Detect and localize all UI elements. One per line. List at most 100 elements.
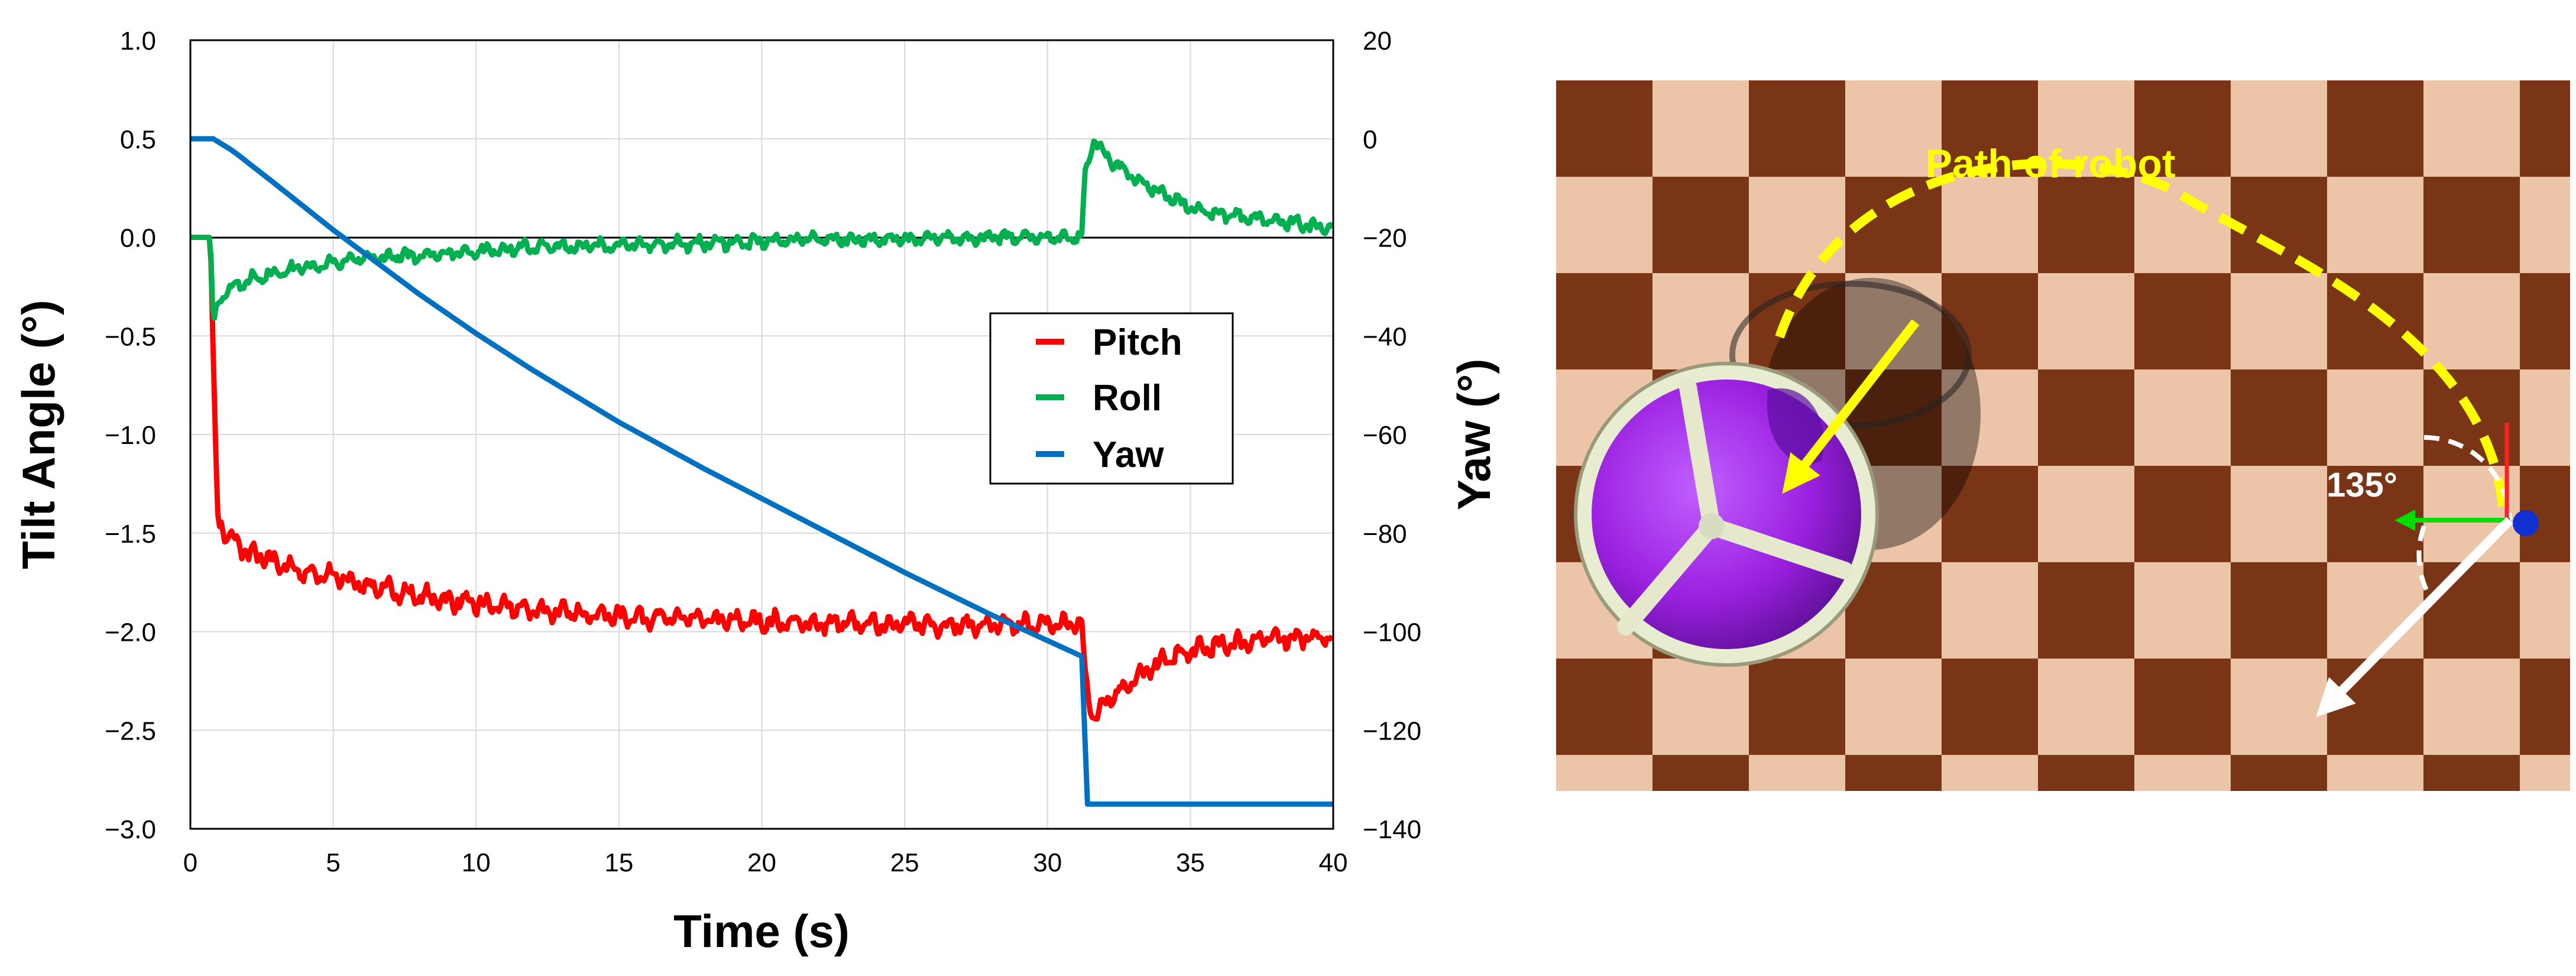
robot-hub <box>1699 513 1725 539</box>
board-square <box>1556 80 1653 177</box>
board-square <box>2423 177 2520 274</box>
legend: Pitch Roll Yaw <box>989 312 1234 485</box>
board-square <box>2231 466 2328 563</box>
board-square <box>1652 659 1749 755</box>
board-square <box>2520 755 2570 791</box>
board-square <box>2327 369 2424 466</box>
board-square <box>2327 659 2424 755</box>
board-square <box>1749 659 1846 755</box>
board-square <box>2423 273 2520 370</box>
x-axis-ticks: 0 5 10 15 20 25 30 35 40 <box>183 848 1348 877</box>
y2-tick-label: −140 <box>1363 815 1421 844</box>
y-tick-label: −2.5 <box>105 716 156 745</box>
legend-entry-pitch: Pitch <box>1036 322 1182 363</box>
y-axis-title: Tilt Angle (°) <box>12 300 64 569</box>
x-tick-label: 5 <box>326 848 340 877</box>
board-square <box>1942 659 2039 755</box>
y2-tick-label: −80 <box>1363 520 1407 549</box>
x-tick-label: 30 <box>1033 848 1062 877</box>
chart: 0 5 10 15 20 25 30 35 40 1.0 0.5 0.0 −0.5 −1.0 −1.5 −2… <box>12 27 1500 957</box>
spherical-robot <box>1574 362 1879 667</box>
board-square <box>2134 659 2231 755</box>
board-square <box>2038 177 2135 274</box>
x-tick-label: 40 <box>1319 848 1348 877</box>
series-line-yaw <box>190 136 1333 807</box>
board-square <box>2327 562 2424 659</box>
board-square <box>2134 466 2231 563</box>
board-square <box>2423 466 2520 563</box>
board-square <box>1942 177 2039 274</box>
y2-axis-ticks: 20 0 −20 −40 −60 −80 −100 −120 −140 <box>1363 27 1421 844</box>
board-square <box>2520 562 2570 659</box>
board-square <box>2231 659 2328 755</box>
robot-path-arc <box>1775 158 2509 521</box>
board-square <box>2520 273 2570 370</box>
board-square <box>2423 659 2520 755</box>
board-square <box>2520 659 2570 755</box>
y2-tick-label: −60 <box>1363 421 1407 450</box>
y-tick-label: −1.5 <box>105 520 156 549</box>
y-tick-label: −0.5 <box>105 322 156 351</box>
board-square <box>2038 659 2135 755</box>
y2-tick-label: 0 <box>1363 125 1377 154</box>
legend-label-yaw: Yaw <box>1093 435 1164 475</box>
y-tick-label: −1.0 <box>105 421 156 450</box>
board-square <box>1556 659 1653 755</box>
board-square <box>2231 369 2328 466</box>
board-square <box>2038 369 2135 466</box>
board-square <box>2423 80 2520 177</box>
y-tick-label: 0.0 <box>120 224 156 253</box>
board-square <box>1556 755 1653 791</box>
board-square <box>1942 562 2039 659</box>
heading-arrow <box>2316 517 2513 718</box>
y-tick-label: −3.0 <box>105 815 156 844</box>
board-square <box>1749 80 1846 177</box>
y-axis-ticks: 1.0 0.5 0.0 −0.5 −1.0 −1.5 −2.0 −2.5 −3.0 <box>105 27 156 844</box>
board-square <box>2231 80 2328 177</box>
board-square <box>2231 273 2328 370</box>
board-square <box>1652 177 1749 274</box>
board-square <box>2038 755 2135 791</box>
legend-box <box>989 312 1234 485</box>
x-tick-label: 25 <box>890 848 919 877</box>
board-square <box>2134 273 2231 370</box>
robot-direction-arrow <box>1782 319 1920 494</box>
robot-scene: Path of robot 135° <box>1556 80 2570 791</box>
robot-frame-spokes <box>1617 378 1854 635</box>
y2-tick-label: −100 <box>1363 618 1421 647</box>
board-square <box>2520 369 2570 466</box>
destination-frame: 135° <box>2316 423 2539 718</box>
x-tick-label: 0 <box>183 848 197 877</box>
legend-entry-roll: Roll <box>1036 378 1162 419</box>
robot-shadow-ring <box>1729 281 1972 429</box>
board-square <box>1556 273 1653 370</box>
board-square <box>2231 755 2328 791</box>
y-tick-label: 0.5 <box>120 125 156 154</box>
x-tick-label: 20 <box>747 848 776 877</box>
board-square <box>2134 755 2231 791</box>
board-square <box>2134 177 2231 274</box>
y-tick-label: 1.0 <box>120 27 156 56</box>
board-square <box>2134 369 2231 466</box>
x-tick-label: 10 <box>462 848 491 877</box>
board-square <box>2520 80 2570 177</box>
y2-tick-label: −40 <box>1363 322 1407 351</box>
y2-tick-label: −20 <box>1363 224 1407 253</box>
plot-frame <box>189 39 1334 830</box>
board-square <box>2038 466 2135 563</box>
board-square <box>2327 177 2424 274</box>
y2-tick-label: 20 <box>1363 27 1392 56</box>
board-square <box>1556 177 1653 274</box>
x-tick-label: 15 <box>604 848 633 877</box>
board-square <box>1845 80 1942 177</box>
board-square <box>2423 755 2520 791</box>
y-tick-label: −2.0 <box>105 618 156 647</box>
board-square <box>2134 562 2231 659</box>
board-square <box>2038 273 2135 370</box>
frame-z-marker <box>2513 510 2539 536</box>
y2-tick-label: −120 <box>1363 716 1421 745</box>
y2-axis-title: Yaw (°) <box>1448 359 1500 511</box>
board-square <box>2520 177 2570 274</box>
board-square <box>1942 755 2039 791</box>
